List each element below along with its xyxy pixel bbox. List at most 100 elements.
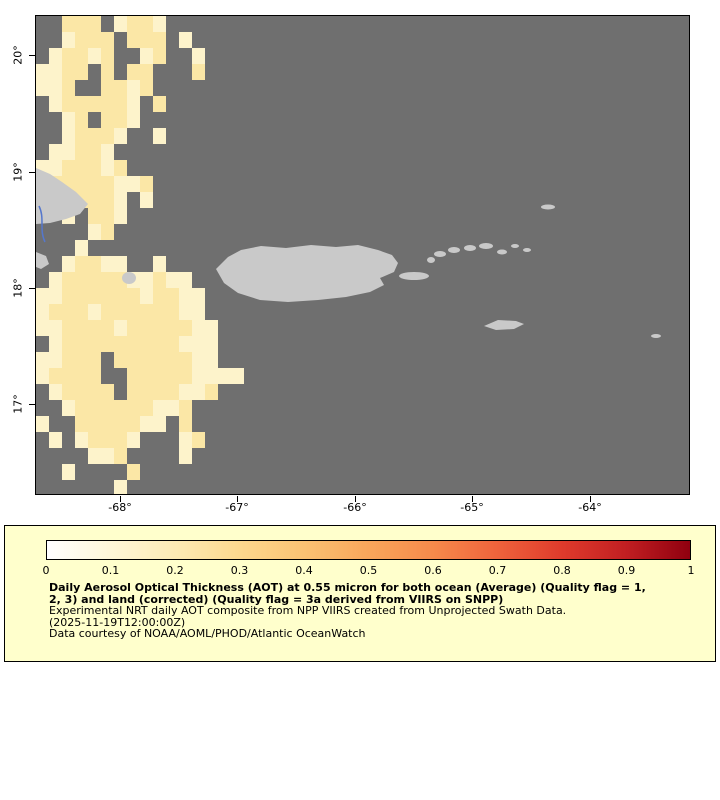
aot-cell	[192, 48, 205, 64]
aot-cell	[101, 32, 114, 48]
aot-cell	[153, 96, 166, 112]
aot-cell	[101, 384, 114, 400]
lon-tick-label: -64°	[578, 501, 602, 514]
colorbar	[46, 540, 691, 560]
aot-cell	[75, 416, 88, 432]
aot-cell	[114, 176, 127, 192]
colorbar-tick: 1	[687, 564, 695, 577]
aot-cell	[153, 48, 166, 64]
aot-cell	[101, 48, 114, 64]
aot-cell	[75, 256, 88, 272]
aot-cell	[114, 128, 127, 144]
aot-cell	[49, 320, 62, 336]
lon-tick-label: -68°	[108, 501, 132, 514]
legend-credit: Data courtesy of NOAA/AOML/PHOD/Atlantic…	[49, 627, 366, 640]
aot-cell	[62, 400, 75, 416]
aot-cell	[101, 448, 114, 464]
aot-cell	[49, 96, 62, 112]
aot-cell	[127, 352, 140, 368]
aot-cell	[88, 128, 101, 144]
aot-cell	[101, 272, 114, 288]
aot-cell	[114, 80, 127, 96]
aot-cell	[127, 80, 140, 96]
aot-cell	[88, 448, 101, 464]
aot-cell	[75, 384, 88, 400]
aot-cell	[101, 128, 114, 144]
aot-cell	[127, 304, 140, 320]
aot-cell	[179, 320, 192, 336]
aot-cell	[36, 368, 49, 384]
aot-cell	[88, 224, 101, 240]
colorbar-tick: 0.1	[101, 564, 120, 577]
lon-tick-label: -65°	[460, 501, 484, 514]
aot-cell	[153, 272, 166, 288]
aot-cell	[140, 368, 153, 384]
colorbar-tick: 0.5	[359, 564, 378, 577]
aot-cell	[101, 96, 114, 112]
aot-cell	[62, 256, 75, 272]
aot-cell	[153, 368, 166, 384]
aot-cell	[75, 272, 88, 288]
aot-cell	[166, 368, 179, 384]
aot-cell	[192, 384, 205, 400]
aot-cell	[179, 288, 192, 304]
legend-title-line1: Daily Aerosol Optical Thickness (AOT) at…	[49, 581, 646, 594]
anguilla-speck	[651, 334, 661, 338]
aot-cell	[88, 144, 101, 160]
aot-cell	[153, 128, 166, 144]
aot-cell	[114, 416, 127, 432]
aot-cell	[62, 112, 75, 128]
coastal-islet	[36, 252, 49, 269]
aot-cell	[88, 256, 101, 272]
aot-cell	[127, 432, 140, 448]
aot-cell	[140, 304, 153, 320]
aot-cell	[101, 416, 114, 432]
aot-cell	[140, 400, 153, 416]
aot-cell	[75, 240, 88, 256]
aot-cell	[49, 144, 62, 160]
aot-cell	[75, 160, 88, 176]
aot-cell	[75, 320, 88, 336]
aot-cell	[179, 272, 192, 288]
virgin-gorda-island	[479, 243, 493, 249]
aot-cell	[62, 96, 75, 112]
aot-cell	[36, 304, 49, 320]
lon-tick-mark	[120, 496, 121, 502]
legend-timestamp: (2025-11-19T12:00:00Z)	[49, 615, 186, 629]
aot-cell	[153, 16, 166, 32]
aot-cell	[101, 336, 114, 352]
lon-tick-mark	[355, 496, 356, 502]
vieques-island	[399, 272, 429, 280]
aot-cell	[101, 400, 114, 416]
lon-tick-mark	[472, 496, 473, 502]
st-croix-island	[484, 320, 524, 330]
aot-cell	[153, 336, 166, 352]
aot-cell	[140, 64, 153, 80]
hispaniola-land	[36, 168, 88, 224]
aot-cell	[62, 64, 75, 80]
aot-cell	[192, 368, 205, 384]
aot-cell	[153, 304, 166, 320]
aot-cell	[192, 432, 205, 448]
lat-tick-mark	[29, 172, 35, 173]
aot-cell	[153, 384, 166, 400]
colorbar-tick: 0.8	[553, 564, 571, 577]
lon-tick-mark	[237, 496, 238, 502]
aot-cell	[140, 272, 153, 288]
aot-cell	[36, 320, 49, 336]
aot-cell	[101, 80, 114, 96]
aot-cell	[127, 112, 140, 128]
aot-cell	[88, 400, 101, 416]
aot-cell	[140, 48, 153, 64]
aot-cell	[179, 400, 192, 416]
aot-cell	[114, 320, 127, 336]
aot-cell	[49, 48, 62, 64]
aot-cell	[62, 32, 75, 48]
colorbar-tick: 0	[42, 564, 50, 577]
lat-tick-label: 17°	[11, 394, 25, 414]
aot-cell	[127, 64, 140, 80]
st-thomas-island	[434, 251, 446, 257]
aot-cell	[75, 432, 88, 448]
aot-cell	[166, 320, 179, 336]
aot-cell	[192, 288, 205, 304]
